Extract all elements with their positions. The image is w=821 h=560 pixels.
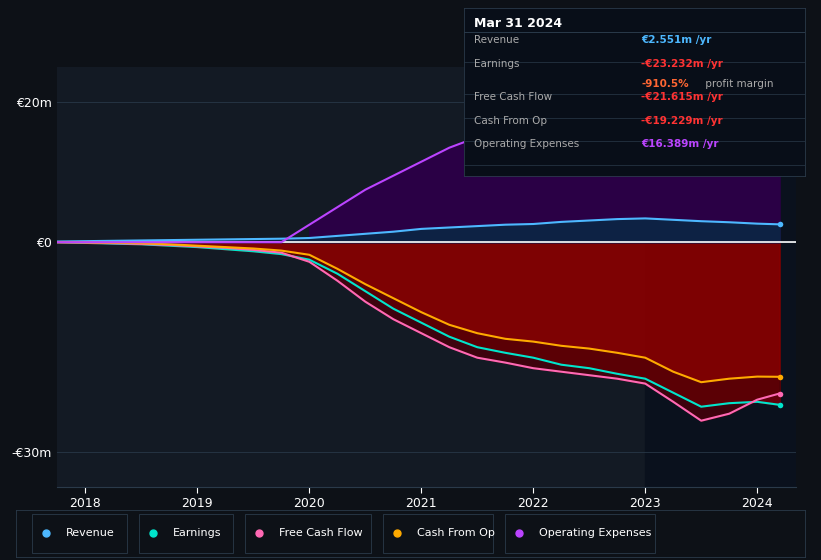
Text: Mar 31 2024: Mar 31 2024 [474,17,562,30]
Text: Operating Expenses: Operating Expenses [474,139,580,150]
Text: Revenue: Revenue [66,529,115,538]
Text: Cash From Op: Cash From Op [474,116,547,126]
Bar [645,67,796,487]
Text: -€19.229m /yr: -€19.229m /yr [641,116,722,126]
Text: -910.5%: -910.5% [641,79,689,89]
Text: Free Cash Flow: Free Cash Flow [279,529,363,538]
Text: -€23.232m /yr: -€23.232m /yr [641,59,723,69]
Text: Earnings: Earnings [172,529,221,538]
Text: €2.551m /yr: €2.551m /yr [641,35,712,45]
Text: Free Cash Flow: Free Cash Flow [474,92,553,102]
Text: profit margin: profit margin [702,79,774,89]
Text: Cash From Op: Cash From Op [417,529,495,538]
Text: -€21.615m /yr: -€21.615m /yr [641,92,723,102]
Text: Operating Expenses: Operating Expenses [539,529,651,538]
Text: €16.389m /yr: €16.389m /yr [641,139,718,150]
Text: Earnings: Earnings [474,59,520,69]
Text: Revenue: Revenue [474,35,519,45]
